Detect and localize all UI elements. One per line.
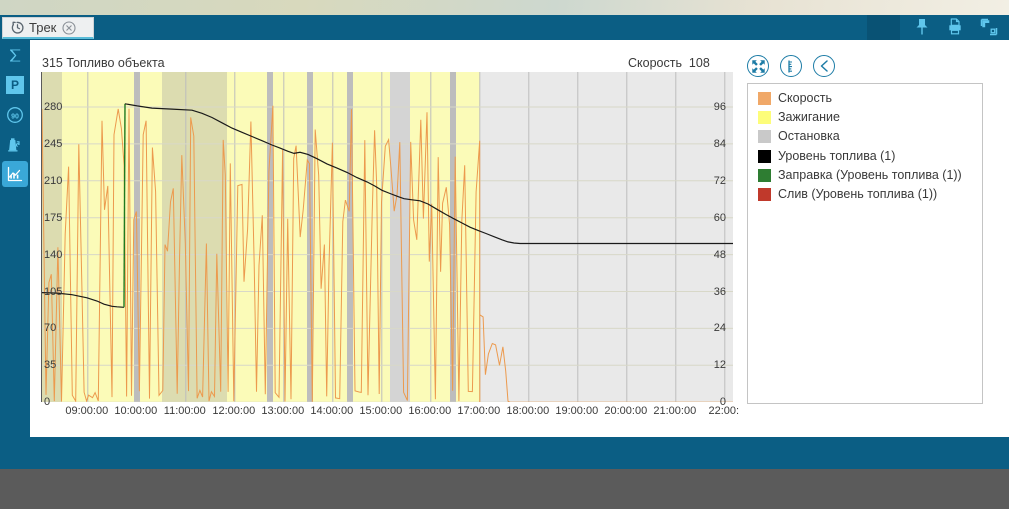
svg-text:90: 90 <box>11 113 19 120</box>
